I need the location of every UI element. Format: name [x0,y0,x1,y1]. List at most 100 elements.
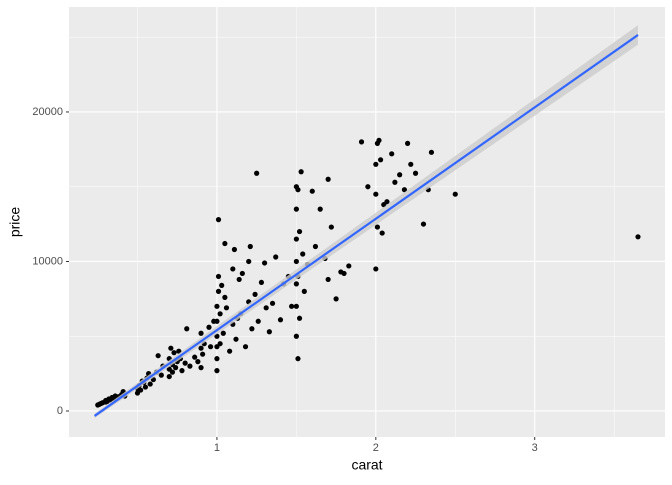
point [374,224,381,230]
point [171,350,177,356]
point [373,191,379,197]
point [404,140,411,146]
point [317,206,323,212]
point [293,258,299,265]
point [246,258,252,265]
point [328,224,334,230]
point [325,176,331,182]
point [295,187,301,193]
point [277,317,284,323]
point [215,217,222,223]
point [138,387,144,393]
point [195,359,201,365]
point [263,305,269,311]
point [214,303,220,309]
point [182,360,188,366]
x-tick-label: 3 [532,442,538,454]
y-tick-label: 10000 [32,255,63,267]
point [384,199,390,205]
point [147,381,153,387]
point [298,169,304,175]
point [168,345,174,351]
point [223,305,230,311]
point [341,270,347,277]
point [184,326,190,332]
point [207,344,214,350]
point [301,288,307,294]
point [215,288,222,294]
point [373,161,379,167]
point [187,363,193,369]
x-tick-label: 1 [214,442,220,454]
point [231,246,238,253]
point [200,351,206,357]
point [408,161,414,167]
point [214,318,220,324]
point [333,296,339,302]
point [169,369,176,375]
point [215,273,222,280]
point [312,243,319,250]
point [220,330,226,336]
point [249,326,255,332]
point [412,170,419,176]
point [242,344,249,350]
point [239,270,245,277]
point [309,188,315,194]
point [217,311,223,317]
point [358,139,365,145]
point [428,149,435,155]
point [233,336,239,342]
point [222,240,228,247]
point [258,279,265,286]
point [236,276,242,283]
x-axis-title: carat [351,457,382,473]
point [206,324,212,330]
point [176,348,182,354]
fit-line [93,34,639,417]
point [142,384,149,390]
point [289,303,295,309]
point [261,260,268,266]
point [373,266,379,272]
point [217,341,223,347]
y-tick-label: 0 [57,405,63,417]
point [266,329,272,335]
point [293,281,299,287]
point [273,254,279,260]
point [293,333,299,339]
point [379,230,385,236]
point [166,373,172,380]
point [227,348,233,354]
point [222,294,228,300]
point [397,172,403,178]
point [230,266,236,272]
point [214,356,220,362]
point [293,303,299,309]
point [158,372,164,378]
point [179,368,185,374]
point [295,356,301,362]
point [377,157,384,163]
point [198,365,204,371]
point [325,276,331,283]
point [452,191,458,197]
point [293,236,299,242]
point [192,354,198,360]
point [255,318,261,324]
point [269,300,276,306]
point [296,315,303,321]
point [635,234,641,240]
point [365,184,371,190]
point [155,353,161,359]
point [296,228,303,235]
point [198,345,204,351]
point [254,170,260,176]
point [300,251,306,257]
point [293,206,299,212]
y-axis-title: price [7,207,23,238]
point [392,179,398,185]
x-tick-label: 2 [373,442,379,454]
point [420,221,427,227]
